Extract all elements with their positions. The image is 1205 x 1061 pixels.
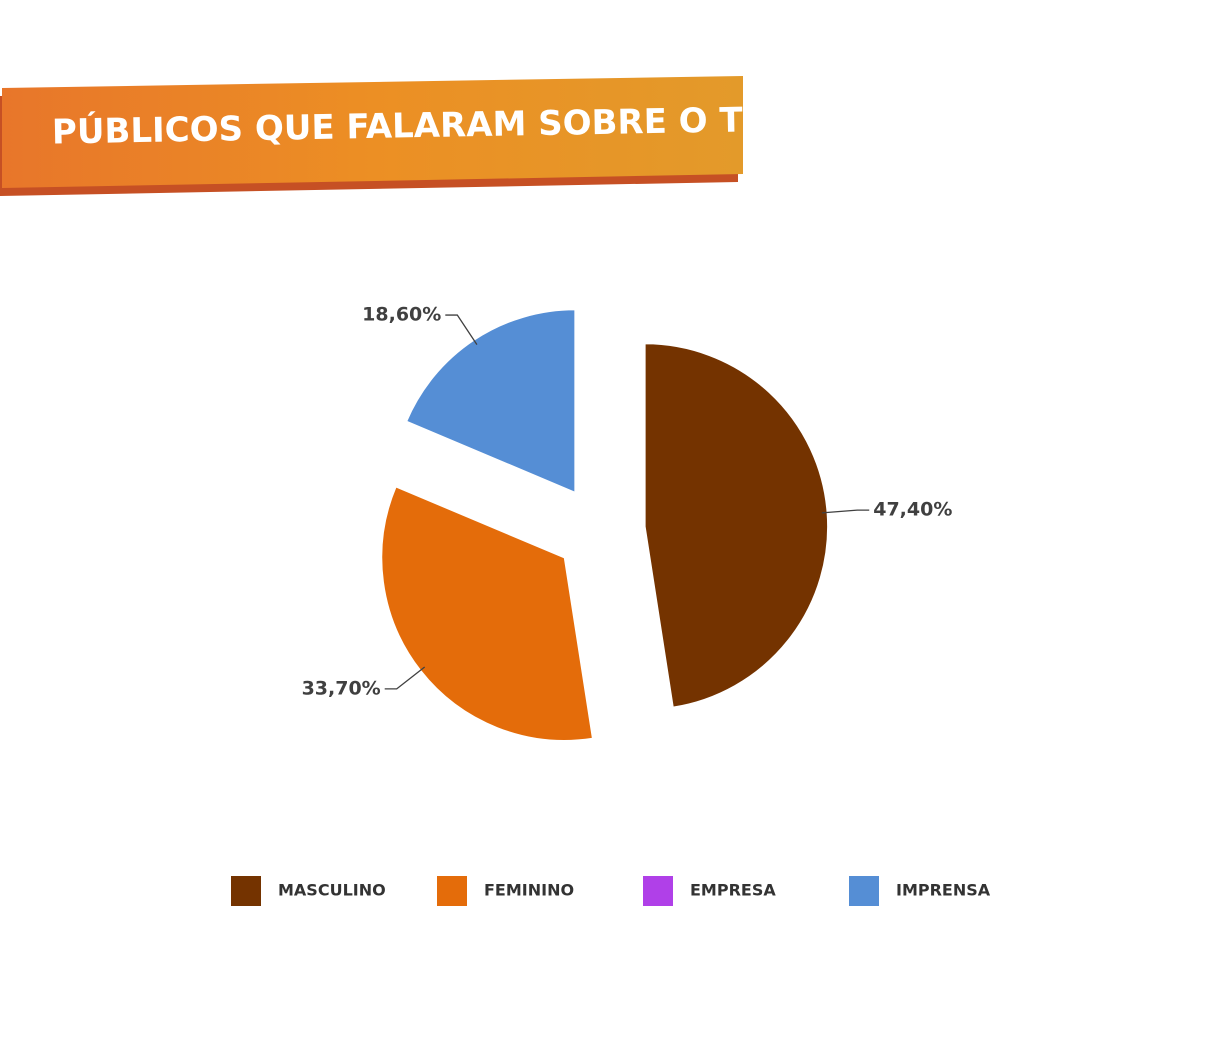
pie-slice bbox=[405, 308, 576, 494]
legend-label: EMPRESA bbox=[690, 881, 776, 900]
legend-swatch bbox=[437, 876, 467, 906]
legend-swatch bbox=[231, 876, 261, 906]
legend-label: MASCULINO bbox=[278, 881, 386, 900]
pie-slice bbox=[380, 485, 594, 742]
legend-swatch bbox=[643, 876, 673, 906]
banner bbox=[2, 76, 743, 188]
data-label: 47,40% bbox=[873, 499, 952, 521]
leader-line bbox=[445, 314, 478, 345]
legend-label: FEMININO bbox=[484, 881, 574, 900]
legend-label: IMPRENSA bbox=[896, 881, 991, 900]
legend-swatch bbox=[849, 876, 879, 906]
data-label: 33,70% bbox=[302, 677, 381, 699]
leader-line bbox=[384, 666, 426, 690]
pie-slice bbox=[644, 342, 829, 709]
data-label: 18,60% bbox=[362, 304, 441, 326]
leader-line bbox=[821, 509, 870, 514]
